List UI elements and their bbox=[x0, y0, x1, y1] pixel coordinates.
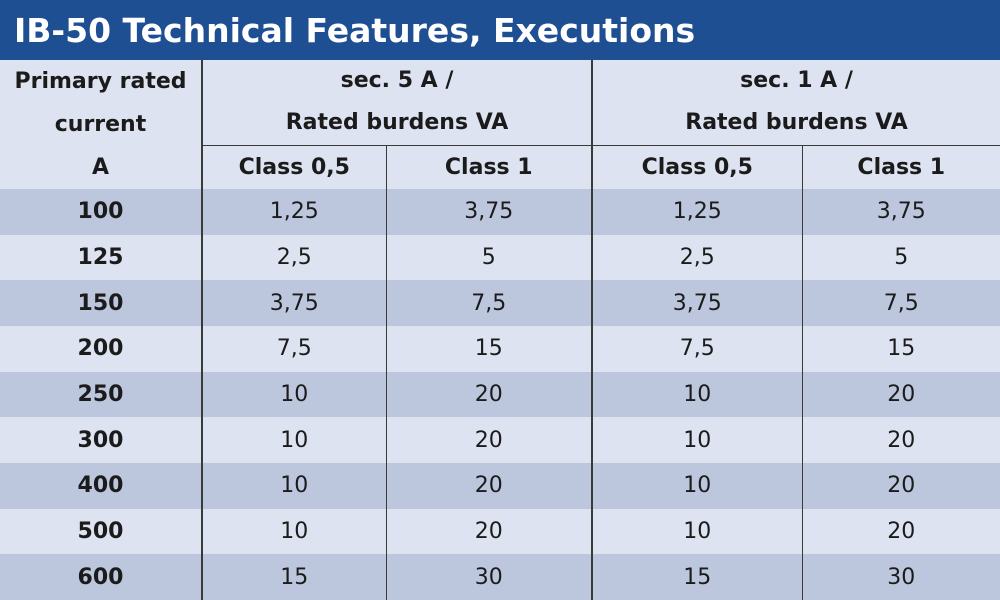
sec-1a-group-header: sec. 1 A / Rated burdens VA bbox=[592, 60, 1000, 146]
sec-5a-header-line-1: sec. 5 A / bbox=[340, 68, 454, 94]
sec-1a-class1-cell: 20 bbox=[802, 371, 1000, 418]
sec-5a-class05-header: Class 0,5 bbox=[202, 145, 387, 189]
primary-current-cell: 150 bbox=[0, 280, 203, 326]
sec-5a-class1-cell: 20 bbox=[386, 371, 594, 418]
table-row: 250 10 20 10 20 bbox=[0, 371, 1000, 418]
features-table: Primary rated current A sec. 5 A / Rated… bbox=[0, 60, 1000, 600]
sec-5a-class1-cell: 20 bbox=[386, 417, 594, 463]
sec-5a-class1-cell: 7,5 bbox=[386, 280, 594, 326]
sec-1a-class05-cell: 10 bbox=[592, 371, 803, 418]
sec-1a-class1-cell: 5 bbox=[802, 234, 1000, 281]
sec-1a-class05-cell: 7,5 bbox=[592, 325, 803, 372]
primary-current-header: Primary rated current A bbox=[0, 60, 203, 189]
primary-header-line-1: Primary rated bbox=[14, 69, 187, 94]
table-row: 125 2,5 5 2,5 5 bbox=[0, 234, 1000, 281]
sec-5a-class05-cell: 10 bbox=[202, 371, 387, 418]
sec-1a-class1-cell: 15 bbox=[802, 325, 1000, 372]
sec-5a-header-line-2: Rated burdens VA bbox=[285, 110, 509, 136]
sec-5a-class05-cell: 10 bbox=[202, 462, 387, 509]
primary-current-cell: 600 bbox=[0, 554, 203, 600]
sec-5a-class05-cell: 7,5 bbox=[202, 325, 387, 372]
sec-5a-class1-cell: 30 bbox=[386, 554, 594, 600]
sec-1a-class1-cell: 3,75 bbox=[802, 189, 1000, 235]
sec-1a-class1-cell: 20 bbox=[802, 508, 1000, 555]
primary-current-cell: 250 bbox=[0, 371, 203, 418]
sec-1a-class05-cell: 3,75 bbox=[592, 280, 803, 326]
sec-1a-class05-cell: 10 bbox=[592, 508, 803, 555]
sec-1a-header-line-1: sec. 1 A / bbox=[740, 68, 853, 94]
sec-1a-class05-cell: 10 bbox=[592, 462, 803, 509]
sec-1a-class1-cell: 20 bbox=[802, 417, 1000, 463]
header-row-groups: Primary rated current A sec. 5 A / Rated… bbox=[0, 60, 1000, 189]
primary-current-cell: 500 bbox=[0, 508, 203, 555]
sec-5a-class05-cell: 10 bbox=[202, 508, 387, 555]
sec-5a-group-header: sec. 5 A / Rated burdens VA bbox=[202, 60, 594, 146]
primary-header-line-3: A bbox=[91, 155, 110, 180]
sec-1a-class1-header: Class 1 bbox=[802, 145, 1000, 189]
primary-current-cell: 300 bbox=[0, 417, 203, 463]
sec-5a-class05-cell: 2,5 bbox=[202, 234, 387, 281]
sec-5a-class05-cell: 1,25 bbox=[202, 189, 387, 235]
sec-1a-class05-cell: 15 bbox=[592, 554, 803, 600]
page-title: IB-50 Technical Features, Executions bbox=[14, 10, 696, 50]
table-row: 200 7,5 15 7,5 15 bbox=[0, 325, 1000, 372]
sec-5a-class1-cell: 15 bbox=[386, 325, 594, 372]
sec-5a-class1-cell: 20 bbox=[386, 508, 594, 555]
sec-5a-class1-header: Class 1 bbox=[386, 145, 594, 189]
sec-5a-class05-cell: 10 bbox=[202, 417, 387, 463]
sec-5a-class1-cell: 5 bbox=[386, 234, 594, 281]
sec-5a-class1-cell: 20 bbox=[386, 462, 594, 509]
sec-5a-class1-cell: 3,75 bbox=[386, 189, 594, 235]
sec-1a-class1-cell: 20 bbox=[802, 462, 1000, 509]
primary-current-cell: 125 bbox=[0, 234, 203, 281]
sec-1a-class1-cell: 7,5 bbox=[802, 280, 1000, 326]
sec-1a-class05-cell: 2,5 bbox=[592, 234, 803, 281]
sec-1a-class05-cell: 10 bbox=[592, 417, 803, 463]
sec-5a-class05-cell: 15 bbox=[202, 554, 387, 600]
primary-header-line-2: current bbox=[54, 112, 147, 137]
table-row: 100 1,25 3,75 1,25 3,75 bbox=[0, 189, 1000, 235]
table-row: 400 10 20 10 20 bbox=[0, 462, 1000, 509]
header-row-classes: Class 0,5 Class 1 Class 0,5 Class 1 bbox=[0, 145, 1000, 189]
sec-1a-class05-cell: 1,25 bbox=[592, 189, 803, 235]
sec-1a-class1-cell: 30 bbox=[802, 554, 1000, 600]
sec-5a-class05-cell: 3,75 bbox=[202, 280, 387, 326]
table-row: 600 15 30 15 30 bbox=[0, 554, 1000, 600]
sec-1a-class05-header: Class 0,5 bbox=[592, 145, 803, 189]
primary-current-cell: 400 bbox=[0, 462, 203, 509]
table-row: 150 3,75 7,5 3,75 7,5 bbox=[0, 280, 1000, 326]
primary-current-cell: 100 bbox=[0, 189, 203, 235]
primary-current-cell: 200 bbox=[0, 325, 203, 372]
table-row: 500 10 20 10 20 bbox=[0, 508, 1000, 555]
table-row: 300 10 20 10 20 bbox=[0, 417, 1000, 463]
title-bar: IB-50 Technical Features, Executions bbox=[0, 0, 1000, 60]
sec-1a-header-line-2: Rated burdens VA bbox=[685, 110, 908, 136]
